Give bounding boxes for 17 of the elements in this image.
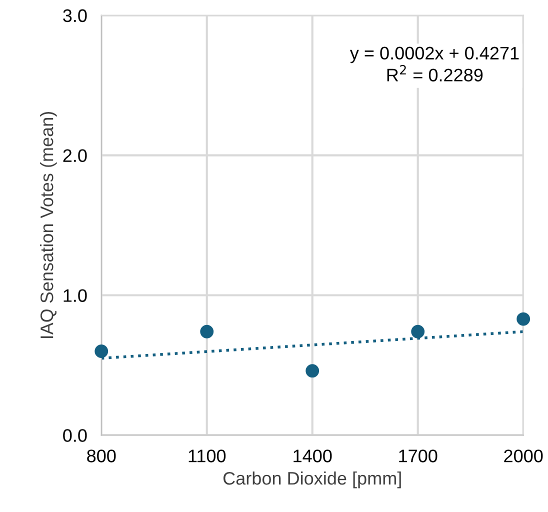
annotation: y = 0.0002x + 0.4271 R$^{2}$ = 0.2289: [350, 46, 519, 82]
x-tick-label: 2000: [504, 450, 543, 462]
point: [94, 344, 108, 358]
y-tick-label: 3.0: [63, 9, 87, 22]
x-tick-label: 800: [87, 450, 116, 462]
point: [200, 324, 214, 338]
point: [306, 364, 320, 378]
y-tick-label: 1.0: [64, 289, 87, 302]
y-tick-label: 2.0: [63, 149, 87, 162]
point: [411, 324, 425, 338]
x-tick-label: 1700: [399, 450, 438, 462]
point: [516, 312, 530, 326]
x-tick-label: 1100: [188, 450, 226, 462]
x-axis-title: Carbon Dioxide [pmm]: [223, 471, 401, 488]
x-tick-label: 1400: [294, 450, 332, 462]
y-tick-label: 0.0: [63, 429, 87, 442]
y-axis-title: IAQ Sensation Votes (mean): [40, 112, 57, 338]
